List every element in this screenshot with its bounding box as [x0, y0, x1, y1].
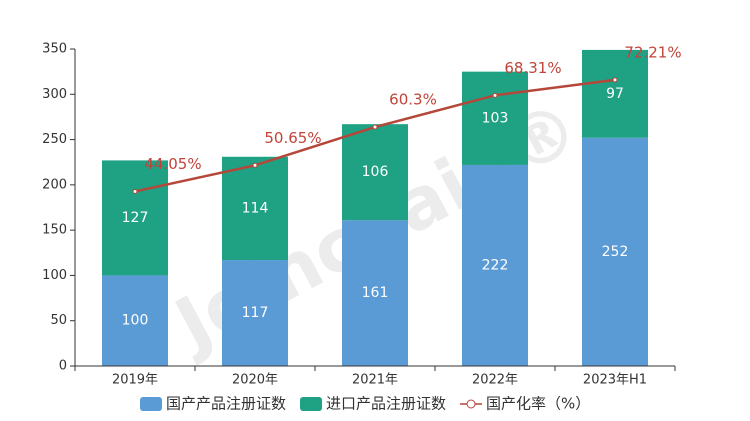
value-label: 161 [362, 285, 389, 301]
y-tick-label: 150 [42, 223, 67, 238]
value-label: 252 [602, 244, 629, 260]
legend-swatch [140, 397, 162, 411]
x-tick-label: 2023年H1 [583, 373, 647, 388]
y-tick-label: 100 [42, 268, 67, 283]
value-label: 127 [122, 210, 149, 226]
line-label: 44.05% [144, 155, 201, 173]
line-point [372, 124, 378, 130]
y-tick-label: 300 [42, 87, 67, 102]
legend-label: 国产产品注册证数 [166, 395, 286, 413]
x-tick-label: 2020年 [232, 373, 278, 388]
line-point [252, 162, 258, 168]
bar-segment [582, 137, 648, 366]
legend-marker [466, 399, 476, 409]
legend-label: 进口产品注册证数 [326, 395, 446, 413]
line-label: 50.65% [264, 129, 321, 147]
bar-segment [342, 220, 408, 366]
line-label: 68.31% [504, 59, 561, 77]
line-label: 60.3% [389, 91, 437, 109]
x-tick-label: 2021年 [352, 373, 398, 388]
bar-segment [222, 156, 288, 261]
value-label: 103 [482, 110, 509, 126]
value-label: 114 [242, 200, 269, 216]
bar-segment [102, 275, 168, 366]
bar-segment [342, 124, 408, 221]
bar-segment [222, 260, 288, 366]
bar-segment [462, 71, 528, 165]
x-tick-label: 2022年 [472, 373, 518, 388]
value-label: 100 [122, 313, 149, 329]
value-label: 106 [362, 164, 389, 180]
y-tick-label: 250 [42, 132, 67, 147]
x-tick-label: 2019年 [112, 373, 158, 388]
y-tick-label: 200 [42, 177, 67, 192]
bar-segment [462, 164, 528, 366]
y-tick-label: 0 [59, 359, 67, 374]
legend-label: 国产化率（%） [486, 395, 590, 413]
y-tick-label: 350 [42, 42, 67, 57]
line-point [492, 92, 498, 98]
value-label: 117 [242, 305, 269, 321]
legend-swatch [300, 397, 323, 411]
line-point [132, 188, 138, 194]
bar-segment [582, 49, 648, 138]
line-point [612, 77, 618, 83]
value-label: 97 [606, 86, 624, 102]
line-label: 72.21% [624, 43, 681, 61]
y-tick-label: 50 [50, 313, 67, 328]
bar-segment [102, 160, 168, 276]
value-label: 222 [482, 257, 509, 273]
